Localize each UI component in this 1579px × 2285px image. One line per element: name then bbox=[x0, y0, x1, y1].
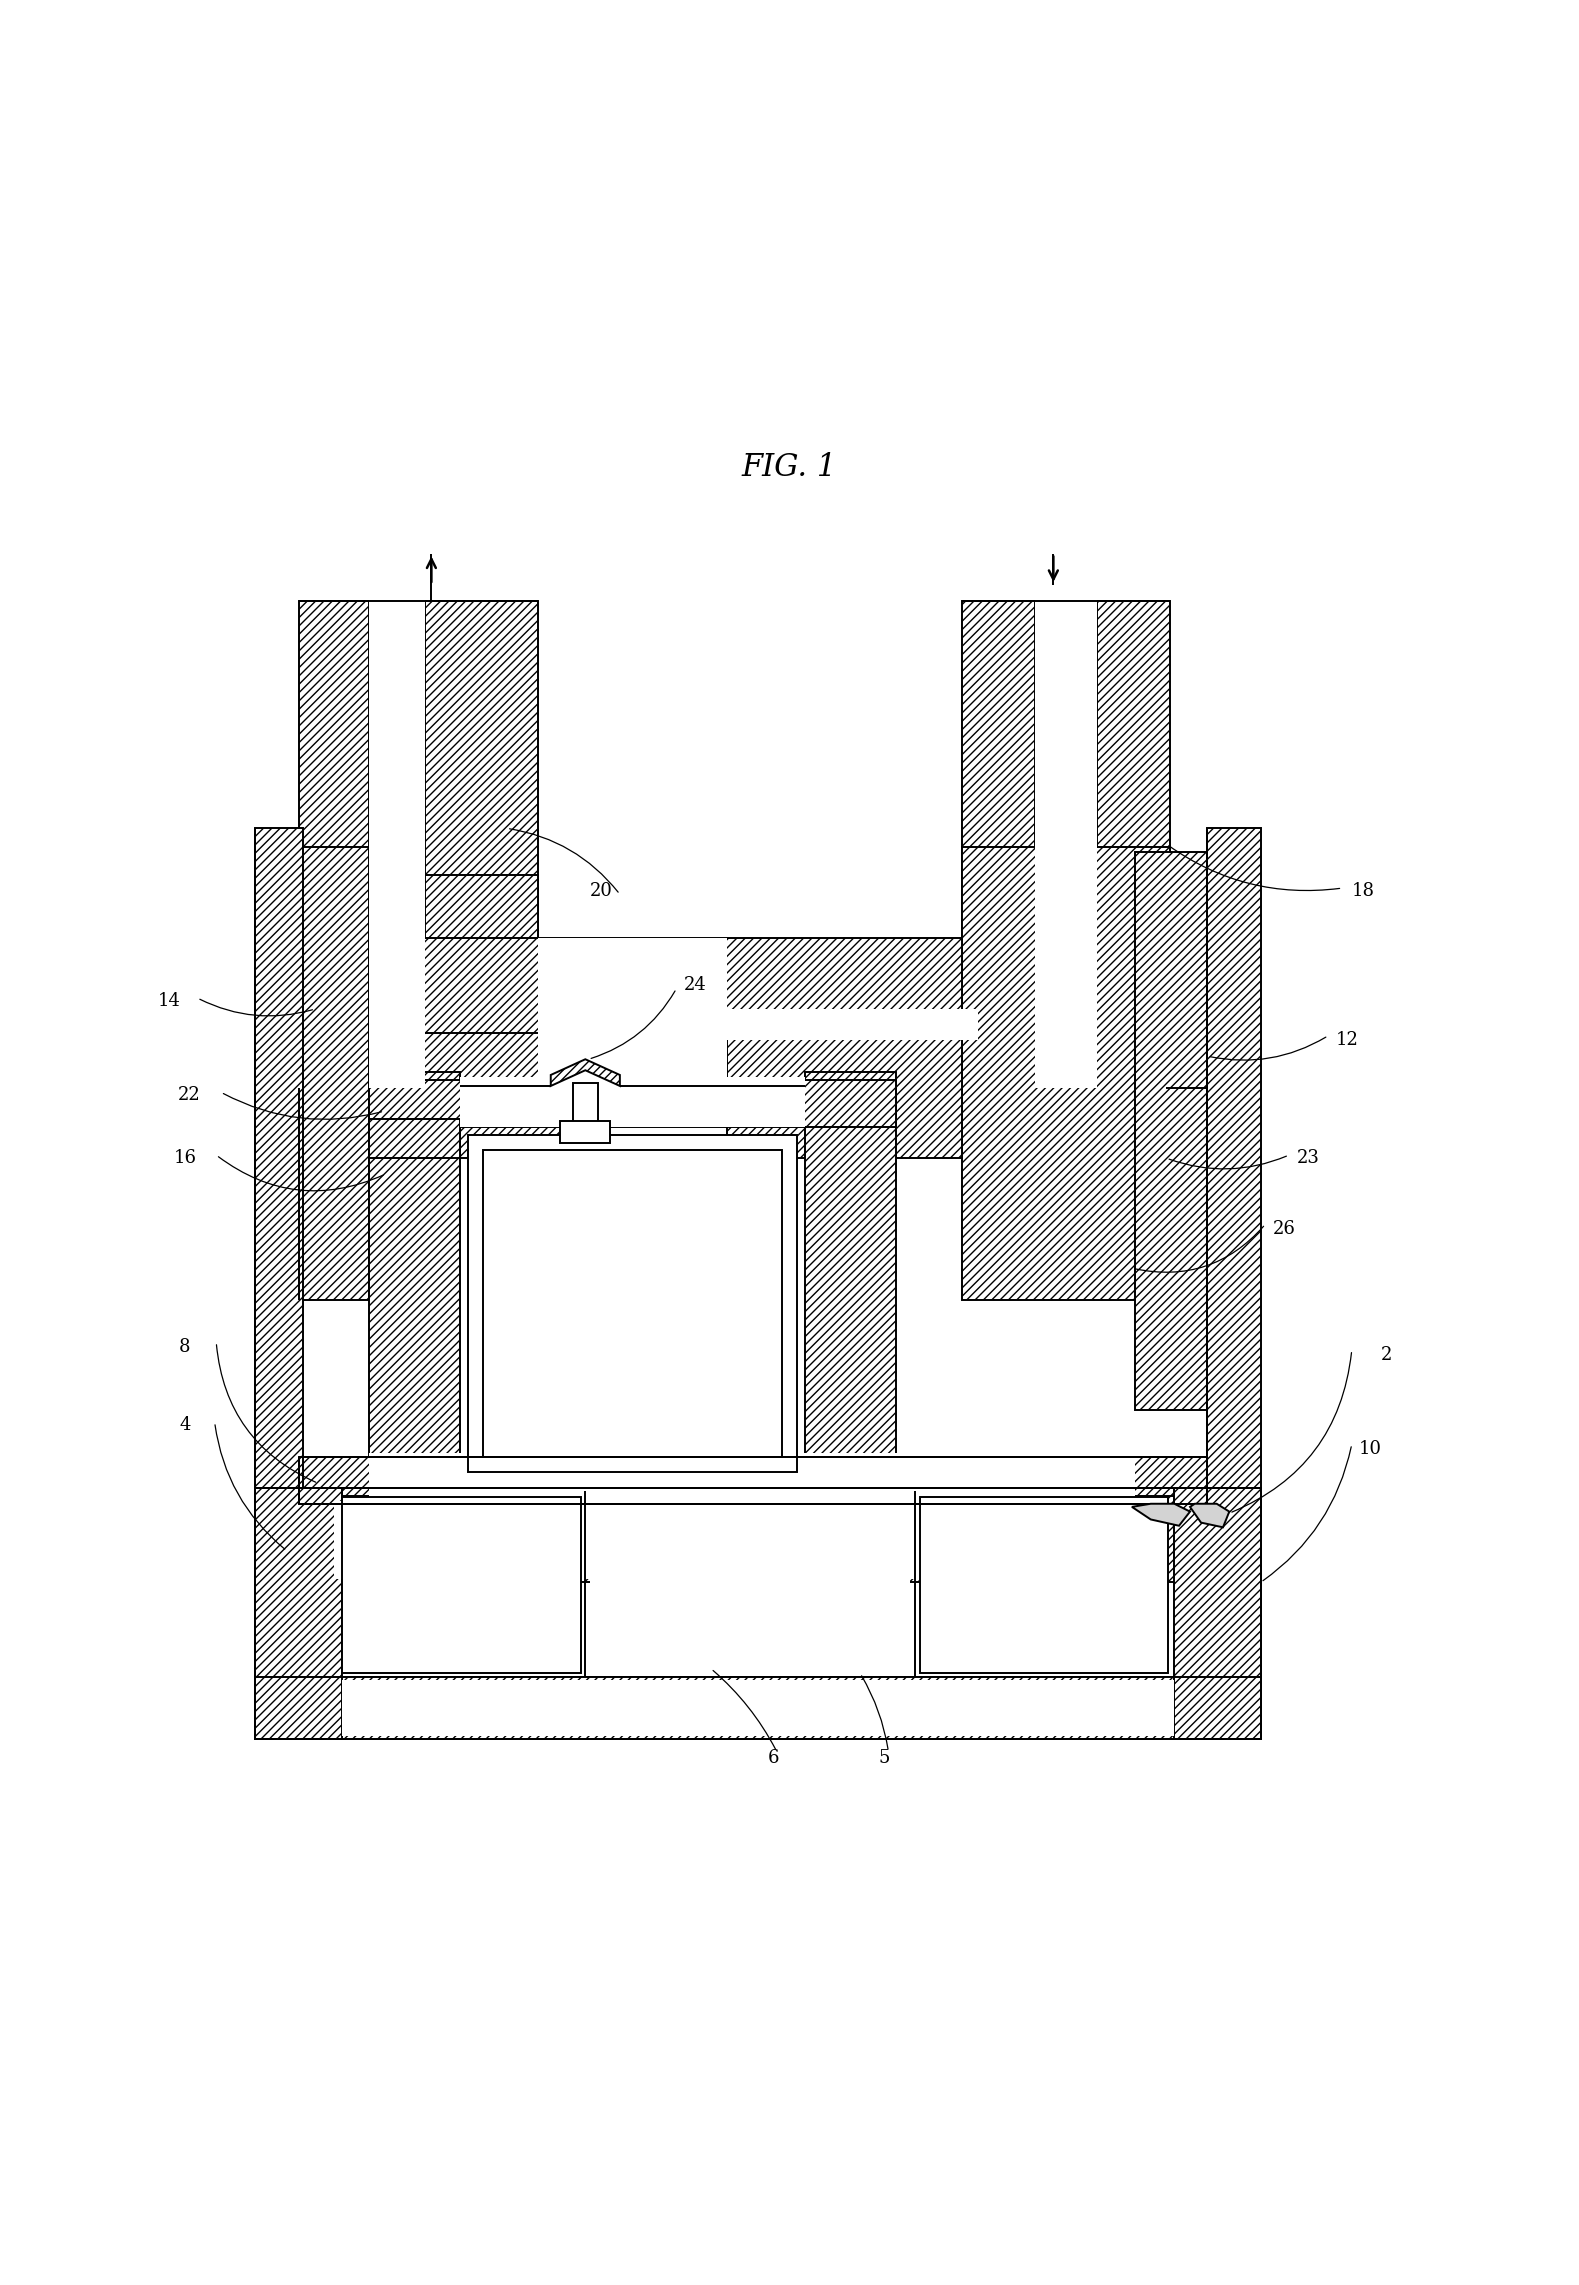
Bar bbox=[368, 1453, 1135, 1504]
Bar bbox=[538, 939, 726, 1088]
Bar bbox=[483, 1149, 782, 1456]
Polygon shape bbox=[1191, 1504, 1230, 1526]
Bar bbox=[300, 1456, 1208, 1504]
Bar bbox=[300, 848, 368, 1300]
Text: 26: 26 bbox=[1273, 1220, 1296, 1238]
Bar bbox=[1175, 1488, 1260, 1739]
Text: 8: 8 bbox=[178, 1337, 191, 1355]
Bar bbox=[962, 601, 1034, 1088]
Bar bbox=[1135, 1456, 1208, 1504]
Bar bbox=[256, 1677, 1260, 1739]
Bar bbox=[459, 1076, 805, 1127]
Text: 5: 5 bbox=[878, 1750, 889, 1766]
Bar bbox=[368, 596, 425, 1088]
Polygon shape bbox=[1132, 1504, 1191, 1526]
Bar bbox=[1034, 596, 1097, 1088]
Bar bbox=[921, 1497, 1168, 1673]
Bar bbox=[335, 1501, 1088, 1579]
Bar bbox=[1135, 852, 1208, 1410]
Bar bbox=[805, 1072, 897, 1481]
Bar bbox=[368, 1072, 459, 1481]
Text: FIG. 1: FIG. 1 bbox=[742, 452, 837, 482]
Bar bbox=[346, 1679, 1170, 1737]
Bar bbox=[459, 1462, 815, 1501]
Text: 22: 22 bbox=[178, 1085, 201, 1104]
Bar bbox=[483, 1149, 782, 1456]
Bar bbox=[726, 1033, 962, 1158]
Bar bbox=[425, 875, 538, 1040]
Bar bbox=[343, 1497, 581, 1673]
Bar bbox=[368, 1033, 605, 1158]
Bar bbox=[256, 1488, 343, 1739]
Bar bbox=[256, 1497, 1260, 1581]
Bar bbox=[368, 935, 425, 1040]
Bar bbox=[962, 848, 1170, 1300]
Bar bbox=[538, 1010, 977, 1040]
Bar bbox=[561, 1120, 611, 1142]
Bar bbox=[591, 1497, 911, 1673]
Bar bbox=[300, 1456, 371, 1504]
Text: 16: 16 bbox=[174, 1149, 196, 1168]
Text: 24: 24 bbox=[684, 976, 707, 994]
Bar bbox=[256, 829, 303, 1488]
Polygon shape bbox=[551, 1060, 621, 1085]
Bar bbox=[573, 1083, 598, 1127]
Bar bbox=[368, 1081, 897, 1127]
Bar bbox=[300, 1456, 1208, 1504]
Text: 23: 23 bbox=[1296, 1149, 1320, 1168]
Text: 10: 10 bbox=[1360, 1440, 1382, 1458]
Text: 18: 18 bbox=[1352, 882, 1374, 900]
Bar bbox=[425, 601, 538, 1088]
Bar bbox=[256, 1488, 1260, 1739]
Bar bbox=[343, 1497, 581, 1673]
Bar bbox=[368, 1120, 459, 1158]
Bar bbox=[921, 1497, 1168, 1673]
Text: 2: 2 bbox=[1380, 1346, 1393, 1364]
Text: 4: 4 bbox=[178, 1417, 191, 1435]
Bar bbox=[300, 1456, 1208, 1504]
Bar bbox=[368, 875, 425, 1088]
Bar bbox=[1097, 601, 1170, 1088]
Text: 6: 6 bbox=[767, 1750, 780, 1766]
Bar bbox=[343, 1677, 1175, 1739]
Text: 20: 20 bbox=[589, 882, 613, 900]
Text: 12: 12 bbox=[1336, 1031, 1358, 1049]
Bar bbox=[368, 1465, 1138, 1504]
Text: 14: 14 bbox=[158, 992, 180, 1010]
Bar bbox=[373, 1469, 1131, 1501]
Bar bbox=[300, 601, 368, 1088]
Bar bbox=[368, 939, 962, 1040]
Bar bbox=[343, 1679, 1175, 1737]
Bar bbox=[1208, 829, 1260, 1488]
Bar bbox=[467, 1136, 797, 1472]
